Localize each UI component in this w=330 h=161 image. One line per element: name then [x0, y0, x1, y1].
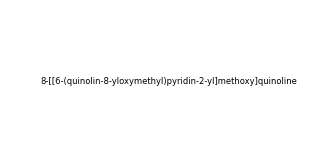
Text: 8-[[6-(quinolin-8-yloxymethyl)pyridin-2-yl]methoxy]quinoline: 8-[[6-(quinolin-8-yloxymethyl)pyridin-2-… [41, 77, 298, 86]
